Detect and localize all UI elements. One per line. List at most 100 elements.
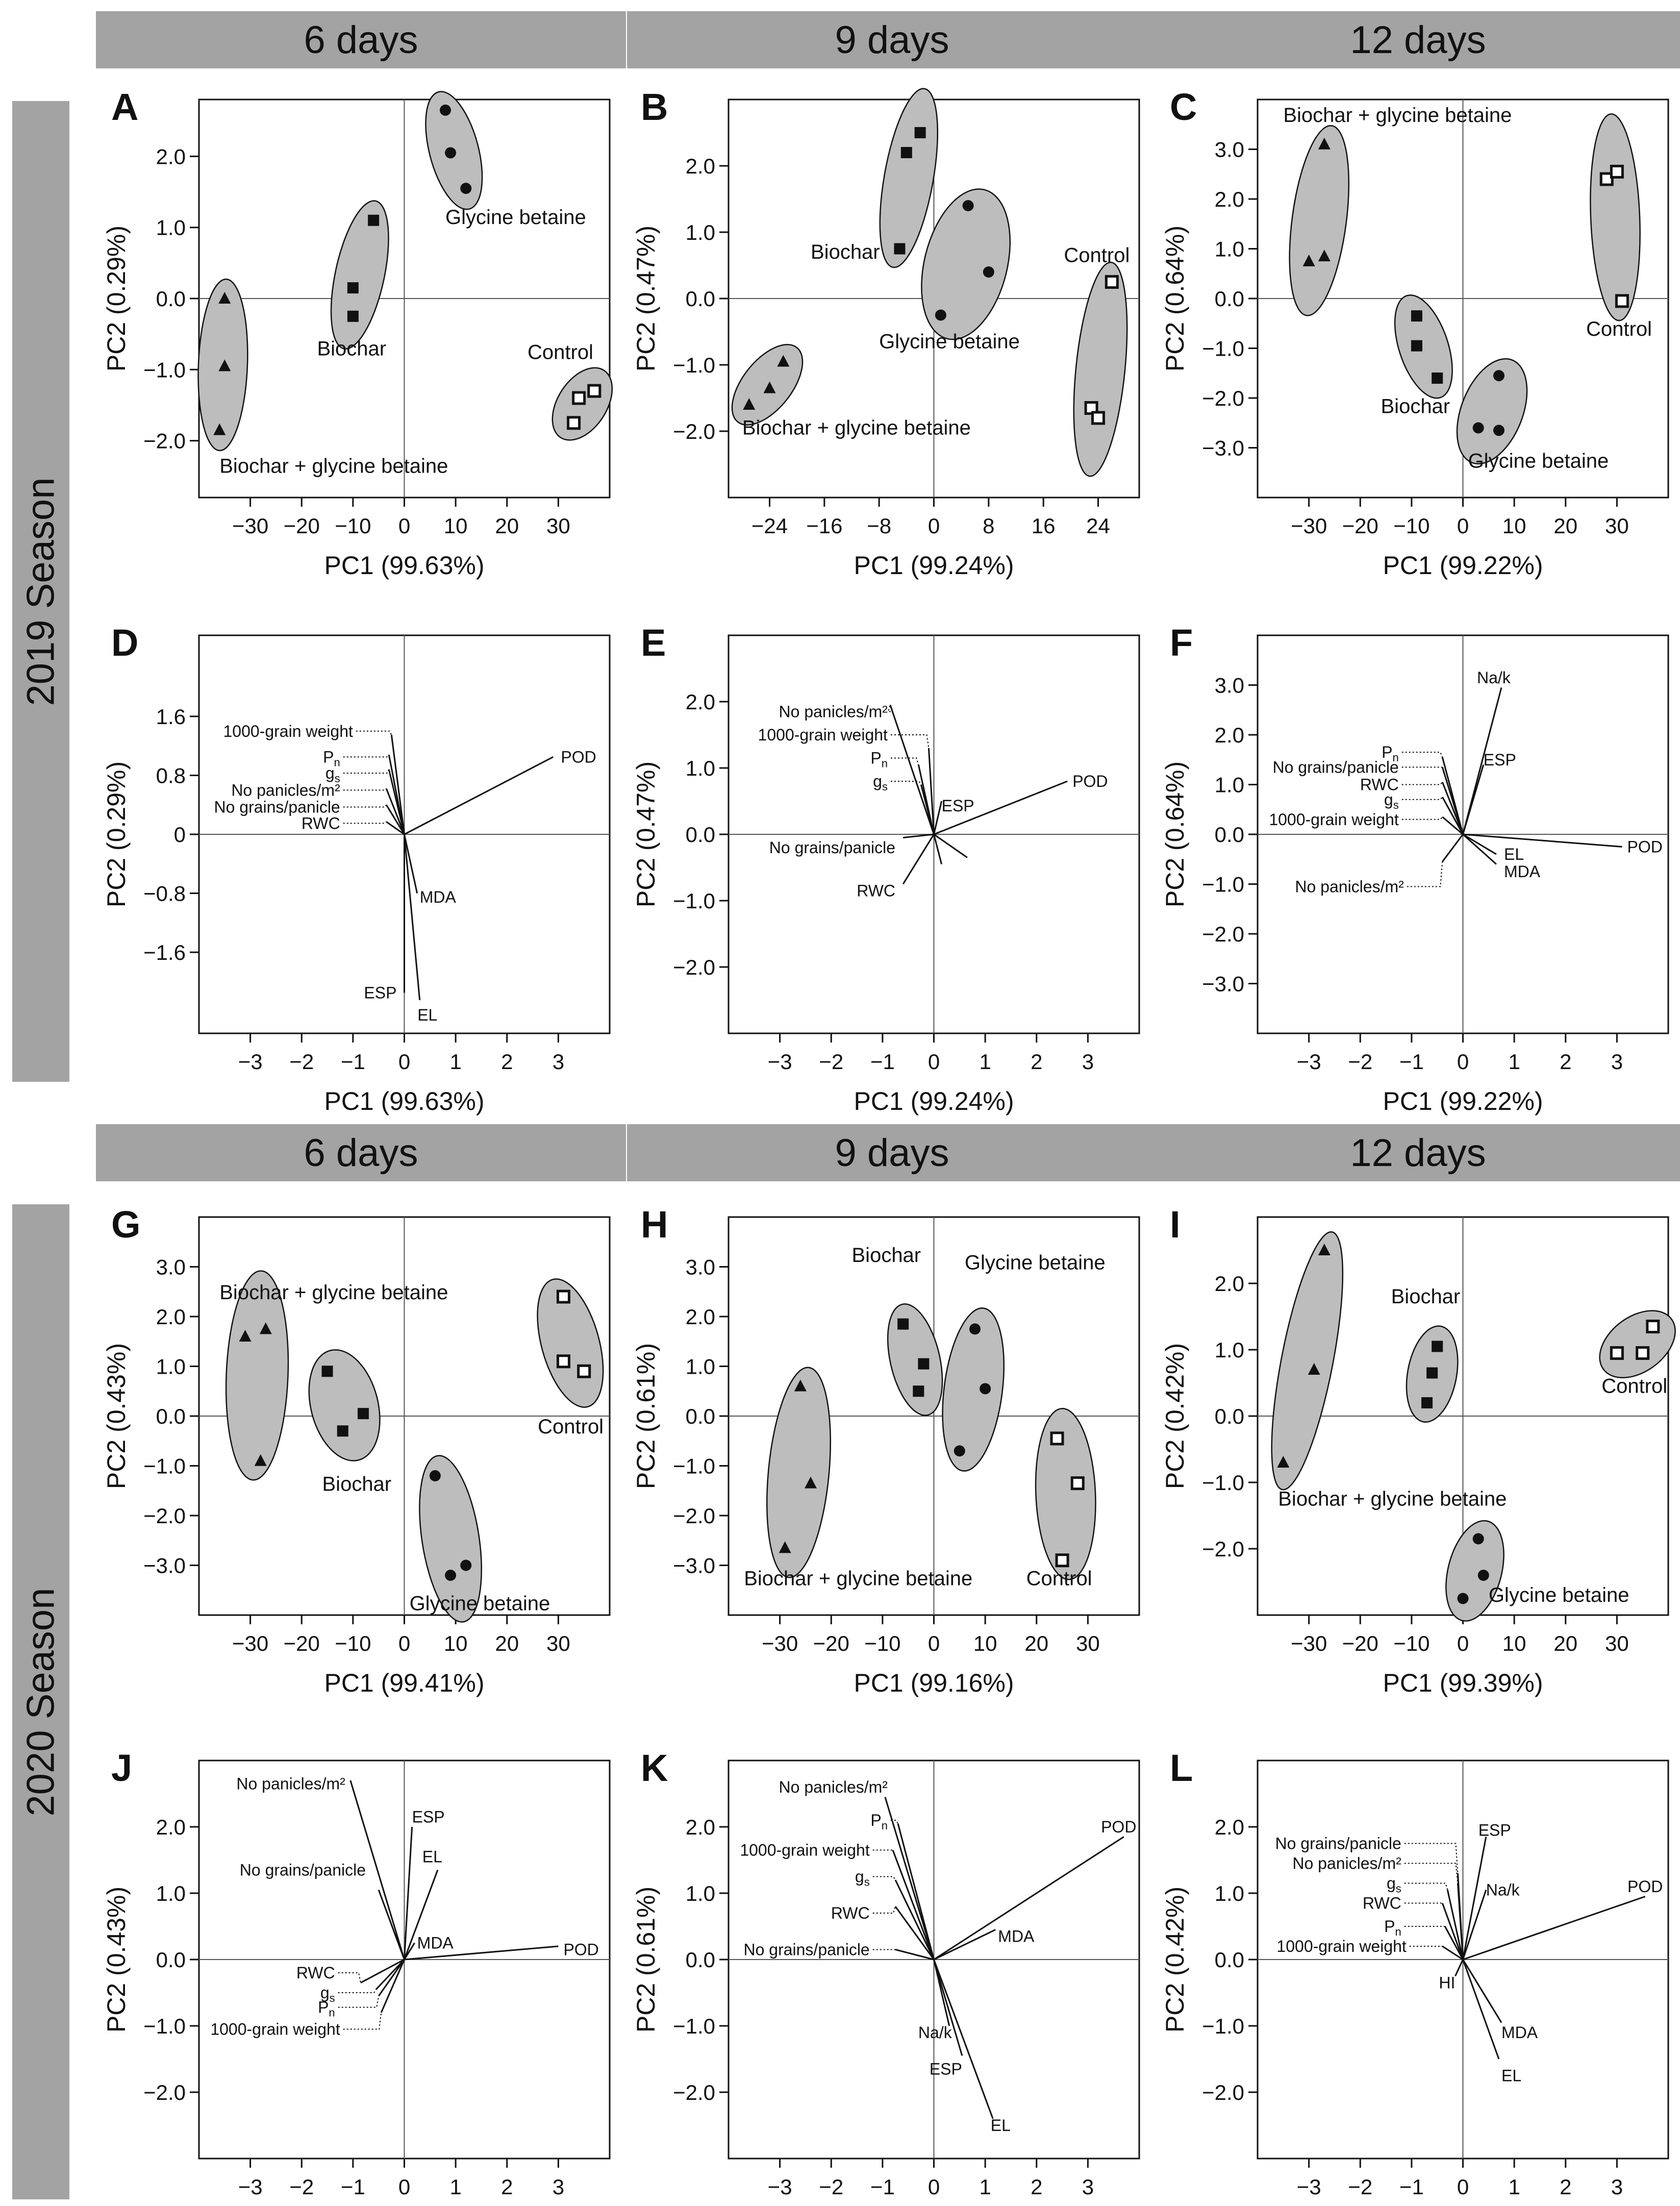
y-tick-label: −1.0 bbox=[673, 2014, 715, 2038]
x-tick-label: 0 bbox=[398, 1631, 410, 1655]
panel-letter: B bbox=[641, 86, 668, 128]
y-tick-label: 2.0 bbox=[156, 1305, 186, 1329]
x-tick-label: 0 bbox=[928, 2175, 940, 2199]
group-label: Biochar + glycine betaine bbox=[742, 417, 971, 439]
loading-vector bbox=[933, 1959, 994, 2119]
loading-vector bbox=[933, 1929, 996, 1961]
vector-label: EL bbox=[1501, 2067, 1521, 2085]
y-tick-label: −1.0 bbox=[1202, 1471, 1244, 1495]
x-tick-label: 10 bbox=[444, 514, 468, 538]
header-2019-9-days: 9 days bbox=[627, 11, 1157, 68]
loading-vector bbox=[933, 834, 943, 864]
loading-vector bbox=[892, 1849, 935, 1960]
x-tick-label: 1 bbox=[449, 1050, 461, 1074]
loading-vector bbox=[933, 801, 943, 835]
x-tick-label: 24 bbox=[1086, 514, 1110, 538]
y-tick-label: 0.0 bbox=[1215, 1948, 1244, 1972]
group-ellipse bbox=[419, 1455, 483, 1623]
y-tick-label: −2.0 bbox=[1202, 1537, 1244, 1561]
vector-label: RWC bbox=[1360, 776, 1399, 794]
loading-vector bbox=[1463, 1896, 1646, 1961]
x-tick-label: 20 bbox=[1553, 514, 1577, 538]
vector-label-subscript: n bbox=[334, 756, 340, 769]
y-tick-label: −1.0 bbox=[1202, 873, 1244, 897]
group-label: Glycine betaine bbox=[1468, 450, 1609, 473]
x-tick-label: 30 bbox=[546, 514, 570, 538]
x-axis-label: PC1 (99.22%) bbox=[1383, 551, 1543, 580]
y-tick-label: 2.0 bbox=[156, 1815, 186, 1839]
y-tick-label: −1.6 bbox=[143, 940, 186, 964]
group-label: Biochar bbox=[1391, 1285, 1461, 1308]
vector-label: POD bbox=[563, 1941, 598, 1959]
vector-label: Na/k bbox=[1486, 1881, 1520, 1899]
vector-label: Na/k bbox=[1477, 668, 1511, 687]
vector-label: 1000-grain weight bbox=[223, 722, 353, 740]
header-2019-6-days: 6 days bbox=[96, 11, 626, 68]
y-axis-label: PC2 (0.61%) bbox=[632, 1343, 660, 1489]
y-tick-label: 2.0 bbox=[1215, 1815, 1244, 1839]
vector-label-main: P bbox=[1384, 1917, 1395, 1936]
loading-vector bbox=[390, 734, 405, 835]
vector-label: Pn bbox=[870, 1811, 888, 1832]
loading-vector bbox=[1441, 766, 1464, 835]
data-point-triangle bbox=[805, 1476, 817, 1489]
data-point-triangle bbox=[1308, 1363, 1320, 1375]
x-tick-label: −20 bbox=[284, 514, 320, 538]
x-tick-label: 10 bbox=[1502, 1631, 1526, 1655]
data-point-square bbox=[1426, 1367, 1438, 1379]
vector-label-main: g bbox=[320, 1984, 330, 2002]
panel-letter: L bbox=[1170, 1747, 1193, 1789]
vector-label: RWC bbox=[1363, 1894, 1401, 1913]
y-tick-label: −1.0 bbox=[673, 1454, 715, 1478]
y-axis-label: PC2 (0.29%) bbox=[102, 761, 131, 907]
x-tick-label: −1 bbox=[870, 2175, 895, 2199]
y-tick-label: 2.0 bbox=[1215, 187, 1244, 211]
data-point-circle bbox=[440, 104, 451, 116]
data-point-square bbox=[347, 282, 359, 294]
x-tick-label: −8 bbox=[867, 514, 891, 538]
vector-label-main: P bbox=[870, 1811, 881, 1829]
label-leader-line bbox=[343, 821, 387, 824]
y-tick-label: 1.0 bbox=[1215, 237, 1244, 261]
group-label: Control bbox=[1586, 318, 1652, 340]
label-leader-line bbox=[872, 1906, 896, 1914]
panel-c: C −30 −20 −10 0 10 20 30 −3.0 −2.0 −1.0 0.0 1.0 2.0 3.… bbox=[1161, 86, 1669, 580]
data-point-square bbox=[897, 1318, 909, 1330]
x-tick-label: 8 bbox=[983, 514, 994, 538]
y-tick-label: −2.0 bbox=[673, 955, 715, 979]
group-label: Biochar bbox=[811, 241, 880, 263]
panel-letter: F bbox=[1170, 622, 1193, 664]
loading-vector bbox=[894, 1906, 935, 1960]
label-leader-line bbox=[890, 734, 930, 749]
group-label: Biochar bbox=[1381, 395, 1450, 417]
loading-vector bbox=[1441, 782, 1464, 835]
label-leader-line bbox=[343, 2012, 382, 2030]
y-axis-label: PC2 (0.47%) bbox=[632, 761, 660, 907]
vector-label: gs bbox=[1384, 790, 1399, 811]
data-point-circle bbox=[1472, 1533, 1484, 1545]
data-point-triangle bbox=[1318, 137, 1331, 150]
x-tick-label: 2 bbox=[1560, 1050, 1571, 1074]
group-label: Biochar bbox=[322, 1473, 392, 1495]
x-tick-label: 3 bbox=[1611, 1050, 1623, 1074]
group-ellipse bbox=[1289, 125, 1350, 316]
y-tick-label: 0.0 bbox=[156, 287, 186, 311]
x-tick-label: 0 bbox=[1457, 514, 1469, 538]
vector-label-main: g bbox=[855, 1868, 864, 1886]
group-ellipse bbox=[1394, 294, 1453, 399]
panel-i: I −30 −20 −10 0 10 20 30 −2.0 −1.0 0.0 1.0 2.0 PC1 (9… bbox=[1161, 1203, 1676, 1697]
x-tick-label: −24 bbox=[751, 514, 788, 538]
vector-label: MDA bbox=[1501, 2023, 1538, 2042]
data-point-circle bbox=[1493, 370, 1505, 382]
vector-label-main: P bbox=[870, 749, 881, 767]
vector-label: POD bbox=[1072, 772, 1108, 790]
x-tick-label: 3 bbox=[1082, 2175, 1094, 2199]
y-tick-label: 1.0 bbox=[1215, 1338, 1244, 1362]
group-ellipse bbox=[225, 1270, 289, 1481]
y-axis-label: PC2 (0.47%) bbox=[632, 226, 660, 371]
y-axis-label: PC2 (0.42%) bbox=[1161, 1887, 1189, 2033]
loading-vector bbox=[1441, 797, 1464, 835]
vector-label: HI bbox=[1439, 1974, 1455, 1992]
y-tick-label: −2.0 bbox=[1202, 2080, 1244, 2104]
x-tick-label: −3 bbox=[1297, 1050, 1321, 1074]
